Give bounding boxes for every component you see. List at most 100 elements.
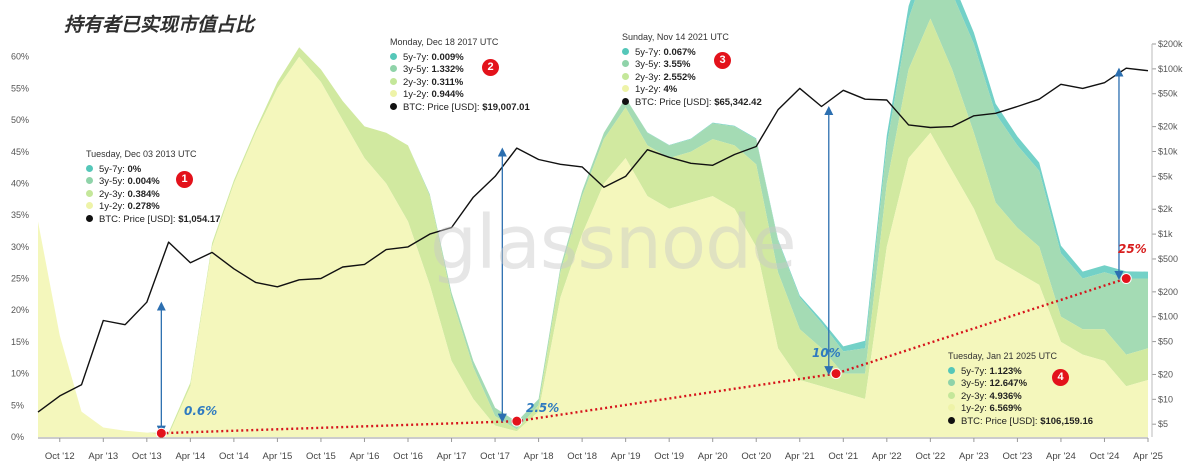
tooltip-row: 1y-2y: 0.944% xyxy=(390,89,530,102)
y-left-tick: 20% xyxy=(11,305,29,315)
tooltip-date: Tuesday, Dec 03 2013 UTC xyxy=(86,149,197,159)
tooltip-label: 5y-7y: xyxy=(99,163,128,175)
x-tick: Apr '23 xyxy=(959,451,989,462)
tooltip-date: Monday, Dec 18 2017 UTC xyxy=(390,37,499,47)
tooltip-date: Tuesday, Jan 21 2025 UTC xyxy=(948,351,1058,361)
pct-label-4: 25% xyxy=(1118,242,1147,256)
tooltip-date: Sunday, Nov 14 2021 UTC xyxy=(622,32,729,42)
x-tick: Oct '15 xyxy=(306,451,336,462)
y-right-tick: $50k xyxy=(1158,89,1178,99)
tooltip-value: 0.009% xyxy=(431,51,464,63)
x-tick: Oct '22 xyxy=(915,451,945,462)
x-tick: Apr '18 xyxy=(524,451,554,462)
y-left-tick: 45% xyxy=(11,147,29,157)
x-tick: Apr '25 xyxy=(1133,451,1163,462)
area-1y-2y xyxy=(38,56,1148,437)
x-tick: Apr '22 xyxy=(872,451,902,462)
y-right-tick: $200k xyxy=(1158,39,1183,49)
y-right-tick: $5 xyxy=(1158,419,1168,429)
badge-2: 2 xyxy=(482,59,499,76)
series-dot-icon xyxy=(86,202,93,210)
tooltip-label: 1y-2y: xyxy=(99,201,128,213)
y-left-tick: 50% xyxy=(11,115,29,125)
tooltip-label: BTC: Price [USD]: xyxy=(961,415,1041,427)
tooltip-value: 2.552% xyxy=(663,71,696,83)
trend-line xyxy=(161,277,1127,435)
tooltip-label: BTC: Price [USD]: xyxy=(403,101,483,113)
series-dot-icon xyxy=(622,47,629,55)
low-dot-2 xyxy=(511,415,523,427)
x-tick: Apr '15 xyxy=(263,451,293,462)
y-left-tick: 15% xyxy=(11,337,29,347)
x-tick: Apr '17 xyxy=(437,451,467,462)
series-dot-icon xyxy=(86,214,93,222)
tooltip-row: BTC: Price [USD]: $65,342.42 xyxy=(622,97,762,110)
tooltip-row: 5y-7y: 0.067% xyxy=(622,47,762,60)
page-title: 持有者已实现市值占比 xyxy=(64,14,255,36)
tooltip-label: 1y-2y: xyxy=(635,84,664,96)
x-tick: Oct '17 xyxy=(480,451,510,462)
series-dot-icon xyxy=(948,379,955,387)
tooltip-row: 2y-3y: 4.936% xyxy=(948,391,1093,404)
tooltip-label: 1y-2y: xyxy=(403,89,432,101)
tooltip-value: $19,007.01 xyxy=(482,101,530,113)
series-dot-icon xyxy=(390,90,397,98)
y-right-tick: $10k xyxy=(1158,146,1178,156)
y-left-tick: 30% xyxy=(11,242,29,252)
y-left-tick: 5% xyxy=(11,400,24,410)
tooltip-row: 3y-5y: 0.004% xyxy=(86,176,220,189)
y-right-tick: $100k xyxy=(1158,64,1183,74)
tooltip-row: 1y-2y: 6.569% xyxy=(948,403,1093,416)
pct-label-1: 0.6% xyxy=(184,404,218,418)
x-axis: Oct '12 Apr '13 Oct '13 Apr '14 Oct '14 Apr '… xyxy=(38,437,1163,462)
x-tick: Oct '21 xyxy=(828,451,858,462)
stacked-areas xyxy=(38,0,1148,437)
tooltip-label: 5y-7y: xyxy=(635,46,664,58)
tooltip-row: BTC: Price [USD]: $19,007.01 xyxy=(390,102,530,115)
x-tick: Oct '16 xyxy=(393,451,423,462)
series-dot-icon xyxy=(390,52,397,60)
tooltip-label: 2y-3y: xyxy=(99,188,128,200)
x-tick: Apr '24 xyxy=(1046,451,1076,462)
tooltip-label: 3y-5y: xyxy=(635,59,664,71)
x-tick: Oct '19 xyxy=(654,451,684,462)
y-left-tick: 0% xyxy=(11,432,24,442)
tooltip-value: 0.944% xyxy=(431,89,464,101)
series-dot-icon xyxy=(622,97,629,105)
tooltip-2025: Tuesday, Jan 21 2025 UTC 5y-7y: 1.123% 3y-… xyxy=(948,350,1093,429)
tooltip-value: 4.936% xyxy=(989,390,1022,402)
x-tick: Apr '13 xyxy=(88,451,118,462)
y-left-tick: 35% xyxy=(11,210,29,220)
tooltip-label: BTC: Price [USD]: xyxy=(635,96,715,108)
x-tick: Oct '18 xyxy=(567,451,597,462)
cycle-markers xyxy=(155,67,1132,439)
tooltip-value: 0.311% xyxy=(431,76,464,88)
area-2y-3y xyxy=(38,18,1148,436)
series-dot-icon xyxy=(948,391,955,399)
series-dot-icon xyxy=(86,164,93,172)
tooltip-value: 1.332% xyxy=(431,64,464,76)
badge-1: 1 xyxy=(176,171,193,188)
series-dot-icon xyxy=(390,77,397,85)
series-dot-icon xyxy=(86,189,93,197)
tooltip-row: 1y-2y: 0.278% xyxy=(86,201,220,214)
tooltip-row: 2y-3y: 0.311% xyxy=(390,77,530,90)
y-left-tick: 25% xyxy=(11,274,29,284)
x-tick: Apr '16 xyxy=(350,451,380,462)
tooltip-row: BTC: Price [USD]: $1,054.17 xyxy=(86,214,220,227)
series-dot-icon xyxy=(622,60,629,68)
tooltip-row: 3y-5y: 1.332% xyxy=(390,64,530,77)
x-tick: Oct '14 xyxy=(219,451,249,462)
y-left-tick: 55% xyxy=(11,83,29,93)
series-dot-icon xyxy=(948,366,955,374)
y-axis-left: 0% 5% 10% 15% 20% 25% 30% 35% 40% 45% 50% 55% 60% xyxy=(11,52,29,442)
y-right-tick: $10 xyxy=(1158,394,1173,404)
y-right-tick: $5k xyxy=(1158,171,1173,181)
tooltip-value: $106,159.16 xyxy=(1040,415,1094,427)
watermark: glassnode xyxy=(430,200,797,286)
tooltip-row: 1y-2y: 4% xyxy=(622,84,762,97)
tooltip-row: 2y-3y: 0.384% xyxy=(86,189,220,202)
y-right-tick: $20k xyxy=(1158,122,1178,132)
tooltip-label: 3y-5y: xyxy=(403,64,432,76)
